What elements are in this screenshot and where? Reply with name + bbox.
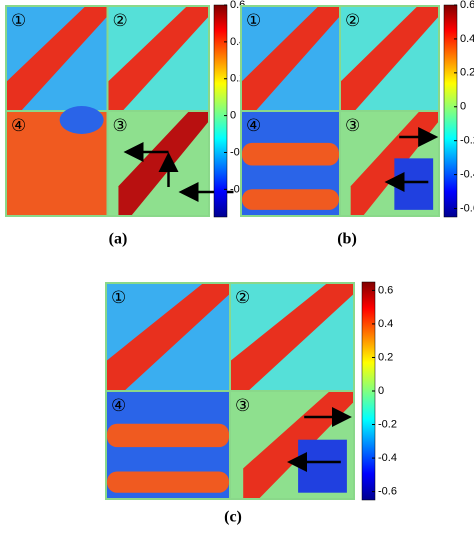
quadrant-label: ③ — [113, 116, 128, 136]
quadrant-label: ④ — [111, 396, 126, 416]
colorbar-tick-label: -0.6 — [378, 486, 397, 498]
panel-label: (b) — [337, 231, 357, 248]
band — [242, 7, 339, 110]
quadrant-label: ② — [345, 11, 360, 31]
colorbar-tick-label: 0.6 — [230, 0, 245, 11]
panel-label: (c) — [224, 509, 242, 526]
field — [59, 106, 104, 134]
band — [7, 7, 107, 110]
colorbar-tick-label: 0.4 — [378, 318, 393, 330]
band — [231, 284, 353, 390]
colorbar — [213, 4, 228, 218]
quadrant-label: ④ — [246, 116, 261, 136]
colorbar-tick-label: 0 — [378, 385, 384, 397]
colorbar-tick-label: 0 — [460, 101, 466, 113]
field — [298, 439, 347, 493]
band — [107, 471, 229, 493]
panel-label: (a) — [109, 231, 128, 248]
quadrant-label: ③ — [345, 116, 360, 136]
quadrant-label: ④ — [11, 116, 26, 136]
colorbar-tick-label: 0 — [230, 110, 236, 122]
quadrant-label: ② — [235, 288, 250, 308]
band — [341, 7, 438, 110]
quadrant-label: ① — [246, 11, 261, 31]
colorbar-tick-label: -0.4 — [460, 169, 474, 181]
colorbar — [443, 4, 458, 218]
colorbar-tick-label: 0.4 — [460, 33, 474, 45]
colorbar-tick-label: 0.2 — [460, 67, 474, 79]
quadrant-label: ③ — [235, 396, 250, 416]
quadrant-label: ① — [111, 288, 126, 308]
colorbar-tick-label: -0.6 — [460, 202, 474, 214]
quadrant-label: ② — [113, 11, 128, 31]
quadrant-label: ① — [11, 11, 26, 31]
colorbar-tick-label: -0.4 — [378, 452, 397, 464]
band — [242, 189, 339, 210]
colorbar-tick-label: 0.6 — [460, 0, 474, 11]
colorbar-tick-label: 0.6 — [378, 284, 393, 296]
band — [107, 284, 229, 390]
band — [108, 7, 208, 110]
field — [394, 158, 434, 210]
colorbar-tick-label: -0.2 — [378, 418, 397, 430]
band — [242, 142, 339, 166]
colorbar-tick-label: 0.2 — [378, 351, 393, 363]
colorbar-tick-label: -0.2 — [460, 135, 474, 147]
band — [107, 423, 229, 448]
